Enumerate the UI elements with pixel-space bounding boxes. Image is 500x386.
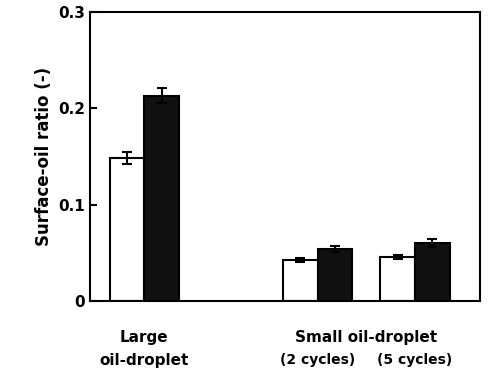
Bar [415, 243, 450, 301]
Bar [380, 257, 415, 301]
Bar [318, 249, 352, 301]
Bar [144, 96, 179, 301]
Bar [110, 158, 144, 301]
Text: (2 cycles): (2 cycles) [280, 353, 355, 367]
Text: Large: Large [120, 330, 168, 345]
Text: (5 cycles): (5 cycles) [378, 353, 452, 367]
Text: Small oil-droplet: Small oil-droplet [295, 330, 438, 345]
Bar [283, 259, 318, 301]
Text: oil-droplet: oil-droplet [100, 353, 189, 368]
Y-axis label: Surface-oil ratio (-): Surface-oil ratio (-) [34, 67, 52, 246]
